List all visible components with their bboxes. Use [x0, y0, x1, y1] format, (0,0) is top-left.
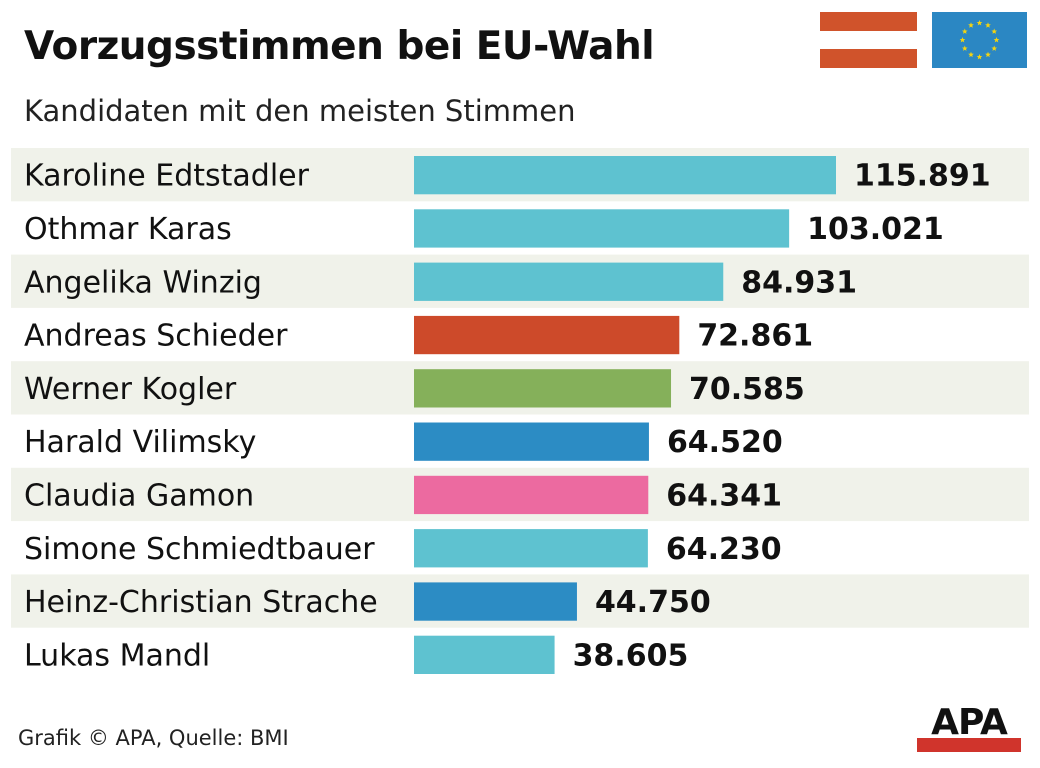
apa-logo-bar — [917, 738, 1021, 752]
value-label: 84.931 — [741, 265, 857, 300]
bar — [414, 369, 672, 408]
eu-star-icon — [985, 51, 991, 58]
category-label: Lukas Mandl — [24, 638, 210, 673]
austria-flag-stripe-top — [820, 12, 917, 31]
eu-flag-icon — [932, 12, 1027, 68]
bar — [414, 315, 680, 355]
bar — [414, 635, 555, 674]
eu-star-icon — [976, 20, 983, 26]
value-label: 64.230 — [666, 532, 782, 567]
value-label: 70.585 — [689, 372, 805, 407]
category-label: Werner Kogler — [24, 372, 237, 407]
category-label: Heinz-Christian Strache — [24, 585, 378, 620]
category-label: Angelika Winzig — [24, 265, 262, 300]
eu-star-icon — [959, 37, 966, 43]
category-label: Claudia Gamon — [24, 478, 254, 513]
bar — [414, 262, 724, 301]
category-label: Karoline Edtstadler — [24, 159, 310, 194]
austria-flag-stripe-middle — [820, 30, 917, 50]
value-label: 64.341 — [666, 478, 782, 513]
eu-star-icon — [993, 37, 1000, 43]
category-label: Andreas Schieder — [24, 319, 288, 354]
bar — [414, 582, 577, 621]
eu-star-icon — [991, 28, 998, 34]
chart-subtitle: Kandidaten mit den meisten Stimmen — [24, 94, 576, 128]
chart-title: Vorzugsstimmen bei EU-Wahl — [24, 24, 655, 69]
value-label: 44.750 — [595, 585, 711, 620]
category-label: Harald Vilimsky — [24, 425, 256, 460]
value-label: 103.021 — [807, 212, 944, 247]
value-label: 38.605 — [573, 638, 689, 673]
value-label: 72.861 — [697, 319, 813, 354]
eu-star-icon — [961, 28, 968, 34]
bar-chart: Karoline Edtstadler Othmar Karas Angelika … — [11, 148, 1029, 674]
footer-credit: Grafik © APA, Quelle: BMI — [18, 726, 289, 750]
austria-flag-icon — [820, 12, 917, 68]
apa-logo-text: APA — [931, 702, 1008, 743]
austria-flag-stripe-bottom — [820, 49, 917, 68]
eu-star-icon — [968, 51, 974, 58]
bar — [414, 529, 648, 568]
eu-star-icon — [976, 54, 983, 60]
eu-star-icon — [991, 45, 998, 51]
eu-star-icon — [961, 45, 968, 51]
bar — [414, 209, 790, 248]
bar — [414, 156, 836, 195]
bar — [414, 422, 649, 461]
eu-star-icon — [985, 22, 991, 28]
value-label: 64.520 — [667, 425, 783, 460]
apa-logo: APA — [917, 702, 1021, 752]
bar — [414, 475, 649, 515]
category-label: Othmar Karas — [24, 212, 232, 247]
eu-star-icon — [968, 22, 974, 28]
value-label: 115.891 — [854, 159, 991, 194]
category-label: Simone Schmiedtbauer — [24, 532, 375, 567]
